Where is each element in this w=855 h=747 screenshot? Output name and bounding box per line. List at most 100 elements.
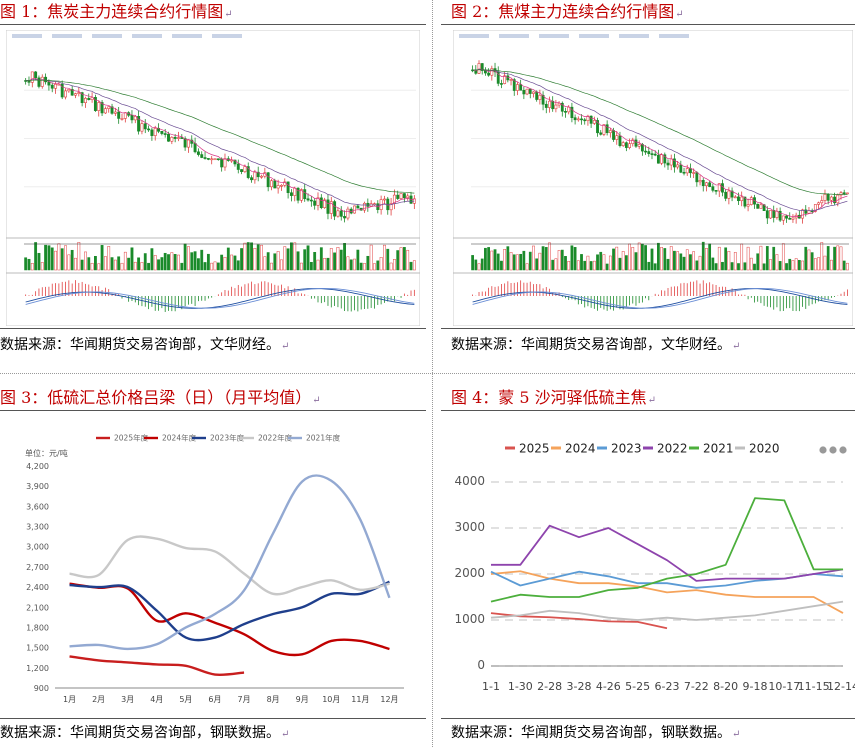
volume-bar [666,258,670,271]
coke-kline-svg [5,29,421,327]
volume-bar [276,251,280,271]
more-legend-icon [839,446,847,454]
volume-bar [313,252,317,271]
candle-body [689,168,692,174]
volume-bar [57,243,61,271]
volume-bar [567,261,571,271]
title-rule [441,24,855,25]
candle-body [500,83,503,85]
volume-bar [303,249,307,271]
volume-bar [631,247,635,271]
indicator-legend-strip [132,34,162,38]
candle-body [781,215,785,221]
volume-bar [714,263,718,271]
volume-bar [220,254,224,271]
candle-body [107,106,111,109]
volume-bar [379,257,383,271]
volume-bar [127,257,131,271]
candle-body [560,102,564,112]
candle-body [544,103,548,108]
candle-body [506,75,510,81]
x-tick-label: 3-28 [567,680,592,693]
volume-bar [724,247,728,271]
candle-body [714,190,718,192]
x-tick-label: 9月 [296,695,309,704]
volume-bar [216,262,220,271]
x-tick-label: 1-30 [508,680,533,693]
volume-bar [496,253,500,271]
volume-bar [836,245,840,271]
candle-body [160,131,164,134]
candle-body [180,137,184,139]
volume-bar [40,262,44,271]
candle-body [113,111,117,114]
volume-bar [177,254,180,271]
candle-body [772,210,776,218]
panel-title: 图 3：低硫汇总价格吕梁（日）（月平均值）↵ [0,388,321,407]
volume-bar [503,249,507,271]
candle-body [289,192,293,196]
candle-body [647,151,651,154]
candle-body [826,193,830,201]
candle-body [708,182,712,187]
moving-average-line [472,69,848,212]
volume-bar [246,242,250,271]
volume-bar [484,247,487,271]
legend-label: 2022 [657,441,688,455]
volume-bar [772,246,776,271]
candle-body [306,198,310,201]
volume-bar [117,256,121,271]
volume-bar [30,263,34,271]
candle-body [535,91,539,100]
candle-body [586,115,590,121]
title-rule [441,410,855,411]
y-tick-label: 2000 [454,566,485,580]
y-tick-label: 2,400 [26,583,49,592]
legend-label: 2021年度 [306,433,341,443]
candle-body [273,180,277,189]
volume-bar [213,261,217,271]
candle-body [343,216,347,219]
volume-bar [660,246,663,271]
x-tick-label: 11月 [351,695,369,704]
legend-label: 2024 [565,441,596,455]
candle-body [608,130,612,134]
shaheyi-line-chart: 0 1000 2000 3000 4000 1-1 1-30 2-28 3-28 4-26 5-25… [454,441,855,693]
candle-body [490,68,494,76]
volume-bar [50,247,54,271]
candle-body [785,215,788,219]
volume-bar [406,249,410,271]
y-tick-label: 2,100 [26,603,49,612]
volume-bar [522,250,526,271]
candle-body [123,112,127,119]
volume-bar [236,260,240,271]
volume-bar [223,256,227,271]
candle-body [279,184,283,187]
candle-body [676,164,680,168]
series-line-2021年度 [69,474,391,651]
volume-bar [570,245,574,271]
candle-body [791,217,795,220]
candle-body [727,190,731,199]
volume-bar [90,262,94,271]
candle-body [692,172,696,174]
candle-body [37,77,41,87]
volume-bar [801,260,804,271]
candle-body [804,209,808,214]
x-tick-label: 2-28 [537,680,562,693]
candle-body [663,154,667,164]
candle-body [206,158,210,160]
indicator-legend-strip [92,34,122,38]
volume-bar [596,254,599,271]
y-tick-label: 900 [34,684,49,693]
candle-body [685,168,689,174]
volume-bar [293,242,297,271]
volume-bar [705,248,708,271]
volume-bar [140,262,144,271]
candle-body [333,201,337,217]
candle-body [303,189,307,200]
volume-bar [383,244,386,271]
candle-body [557,102,561,106]
volume-bar [554,258,558,271]
candle-body [103,108,107,114]
